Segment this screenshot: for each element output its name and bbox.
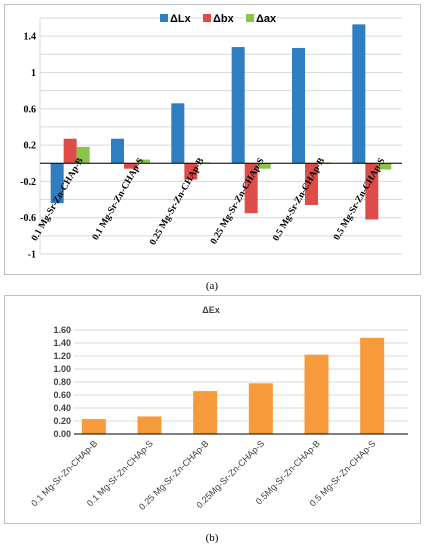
legend-label: ΔLx (170, 13, 192, 25)
chart-a: -1-0.6-0.20.20.611.4 0.1 Mg-Sr-Zn-CHAp-B… (4, 4, 421, 275)
chart-a-bar (292, 47, 305, 164)
caption-a: (a) (206, 280, 219, 292)
chart-b-y-tick-label: 0.20 (53, 416, 71, 426)
chart-a-bar (244, 163, 258, 214)
chart-b-bar (137, 416, 162, 434)
chart-b-y-tick-label: 0.40 (53, 403, 71, 413)
chart-a-bar (111, 138, 124, 164)
chart-a-y-tick-label: 1.4 (24, 32, 37, 43)
chart-a-y-tick-label: 0.6 (24, 104, 37, 115)
chart-b: ΔEx 0.00 0.20 0.40 0.60 0.80 1.00 1.20 1.40 1.60… (4, 295, 421, 524)
chart-b-y-tick-label: 1.20 (53, 351, 71, 361)
legend-label: Δbx (213, 13, 235, 25)
chart-b-bar (248, 383, 273, 434)
legend-swatch (246, 14, 254, 22)
chart-b-y-tick-label: 0.60 (53, 390, 71, 400)
legend-swatch (160, 14, 168, 22)
chart-b-bar (193, 391, 218, 434)
chart-a-bar (137, 159, 150, 164)
chart-a-bar (184, 163, 198, 180)
chart-a-bar (171, 103, 185, 164)
chart-a-y-tick-label: 1 (31, 68, 36, 79)
chart-b-bar (81, 419, 106, 434)
chart-a-bar (50, 163, 64, 204)
chart-a-y-tick-label: -0.6 (20, 213, 36, 224)
chart-a-bar (352, 24, 366, 164)
chart-b-y-tick-label: 1.60 (53, 325, 71, 335)
chart-a-bar (305, 163, 318, 205)
chart-a-bar (257, 163, 271, 169)
chart-b-y-tick-label: 1.40 (53, 338, 71, 348)
chart-b-y-tick-label: 0.80 (53, 377, 71, 387)
chart-b-bar (360, 337, 385, 434)
chart-a-y-tick-label: -1 (28, 250, 36, 261)
chart-b-bar (304, 354, 329, 434)
chart-a-y-tick-label: 0.2 (24, 141, 37, 152)
chart-a-bar (124, 163, 137, 169)
chart-b-y-tick-label: 0.00 (53, 429, 71, 439)
chart-a-bar (76, 146, 90, 164)
legend-label: Δax (256, 13, 277, 25)
chart-a-bar (365, 163, 379, 220)
chart-b-title: ΔEx (202, 305, 219, 315)
caption-b: (b) (206, 532, 219, 544)
chart-b-y-tick-label: 1.00 (53, 364, 71, 374)
chart-a-bar (231, 47, 245, 164)
chart-a-bar (378, 163, 392, 170)
legend-swatch (203, 14, 211, 22)
chart-a-y-tick-label: -0.2 (20, 177, 36, 188)
chart-a-bar (63, 138, 77, 164)
